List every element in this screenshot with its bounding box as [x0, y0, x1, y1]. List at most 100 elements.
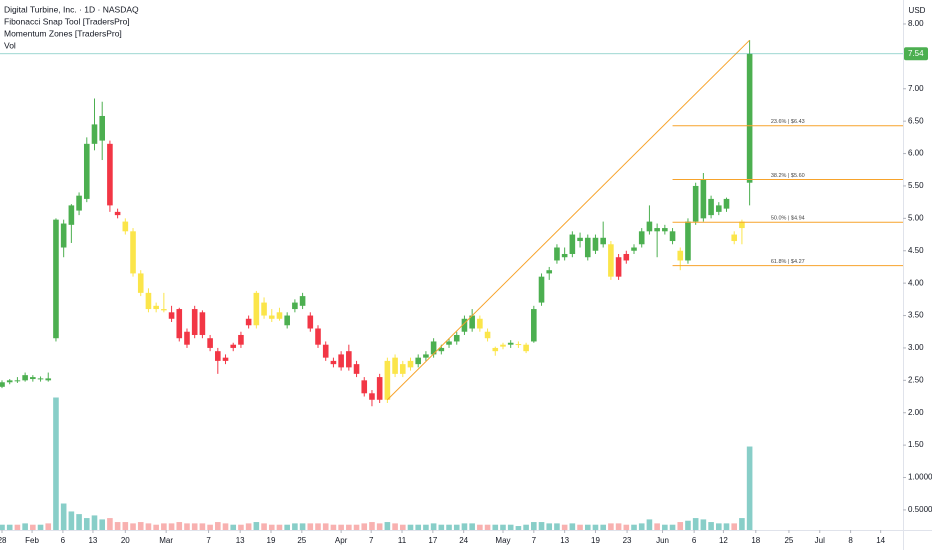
volume-bar [453, 524, 460, 530]
candle-body [369, 393, 375, 400]
x-tick-label: 20 [121, 536, 130, 545]
candle-body [168, 312, 175, 319]
volume-bar [230, 524, 237, 530]
volume-bar [176, 522, 183, 530]
volume-bar [631, 524, 637, 530]
volume-bar [739, 518, 745, 530]
volume-bar [477, 524, 483, 530]
candle-body [677, 250, 684, 261]
price-label-box [904, 47, 928, 61]
volume-bar [746, 446, 753, 530]
candle-body [399, 364, 406, 374]
candle-body [608, 244, 614, 277]
volume-bar [507, 524, 514, 530]
candle-body [176, 309, 183, 339]
candle-body [423, 354, 429, 358]
x-tick-label: 7 [206, 536, 211, 545]
volume-bar [284, 524, 290, 530]
candle-body [723, 198, 730, 209]
x-tick-label: 18 [751, 536, 760, 545]
candle-body [222, 357, 229, 361]
volume-bar [369, 522, 375, 530]
volume-bar [430, 523, 437, 530]
candle-body [153, 305, 159, 310]
volume-bar [546, 523, 553, 530]
candle-body [700, 179, 707, 219]
y-tick-label: 1.0000 [908, 473, 932, 482]
volume-bar [654, 523, 660, 530]
x-tick-label: 19 [591, 536, 600, 545]
candle-body [384, 360, 391, 400]
candle-body [453, 334, 460, 342]
volume-bar [45, 523, 52, 530]
volume-bar [299, 523, 306, 530]
candle-body [199, 312, 206, 335]
candle-body [592, 237, 599, 251]
x-tick-label: 13 [88, 536, 97, 545]
x-tick-label: Jul [815, 536, 825, 545]
volume-bar [22, 523, 28, 530]
fib-level-label: 23.6% | $6.43 [771, 119, 805, 125]
volume-bar [261, 523, 267, 530]
volume-bar [346, 524, 352, 530]
candle-body [430, 341, 437, 355]
candle-body [407, 360, 414, 368]
volume-bar [215, 522, 221, 530]
candle-body [654, 228, 660, 232]
candle-body [554, 247, 560, 261]
volume-bar [245, 523, 252, 530]
volume-bar [715, 523, 722, 530]
candle-body [276, 312, 283, 319]
volume-bar [399, 524, 406, 530]
candle-body [184, 331, 190, 345]
candle-body [315, 328, 321, 345]
y-tick-label: 2.50 [908, 375, 924, 384]
volume-bar [438, 524, 445, 530]
candle-body [238, 334, 244, 345]
candle-body [114, 211, 121, 216]
volume-bar [14, 524, 21, 530]
volume-layer [0, 397, 753, 530]
candle-body [322, 344, 329, 358]
candle-body [353, 364, 360, 374]
x-tick-label: Mar [159, 536, 173, 545]
volume-bar [161, 523, 167, 530]
candle-body [469, 315, 475, 329]
candle-body [507, 342, 514, 345]
candle-body [492, 347, 499, 352]
candle-body [22, 375, 28, 381]
volume-bar [315, 523, 321, 530]
candle-body [739, 221, 745, 229]
x-tick-label: Feb [25, 536, 39, 545]
volume-bar [561, 524, 568, 530]
volume-bar [592, 524, 599, 530]
candle-body [161, 309, 167, 311]
volume-bar [222, 523, 229, 530]
candle-body [45, 378, 52, 381]
volume-bar [60, 503, 67, 530]
volume-bar [638, 523, 645, 530]
volume-bar [515, 526, 522, 530]
volume-bar [731, 523, 738, 530]
candle-body [692, 185, 699, 222]
volume-bar [83, 518, 90, 530]
overlay-layer: 23.6% | $6.43 38.2% | $5.60 50.0% | $4.94 6… [0, 39, 903, 401]
volume-bar [446, 524, 452, 530]
volume-bar [114, 522, 121, 530]
volume-bar [184, 523, 190, 530]
fib-level-label: 38.2% | $5.60 [771, 173, 805, 179]
y-tick-label: 2.00 [908, 408, 924, 417]
x-tick-label: 7 [532, 536, 537, 545]
volume-bar [600, 524, 606, 530]
volume-bar [130, 523, 136, 530]
candle-body [623, 253, 630, 261]
candle-body [577, 237, 583, 242]
fib-trend-line [387, 39, 750, 401]
candle-body [107, 143, 113, 206]
volume-bar [37, 524, 44, 530]
y-tick-label: 7.00 [908, 84, 924, 93]
volume-bar [423, 524, 429, 530]
price-label: 7.54 [908, 49, 924, 58]
x-tick-label: 12 [719, 536, 728, 545]
volume-bar [677, 522, 684, 530]
